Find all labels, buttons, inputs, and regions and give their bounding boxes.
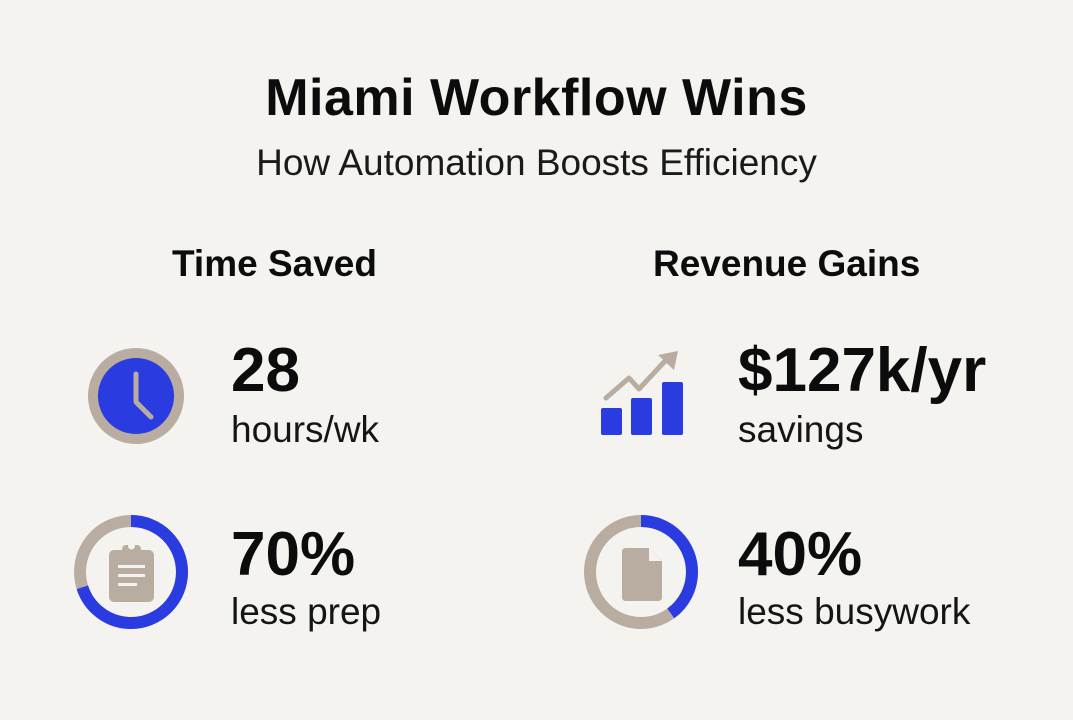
- clipboard-icon: [109, 542, 154, 602]
- document-progress-ring: [584, 515, 698, 629]
- metric-value-prep: 70%: [231, 520, 356, 589]
- metric-value-hours: 28: [231, 336, 300, 405]
- metric-label-hours: hours/wk: [231, 409, 380, 450]
- growth-chart-icon: [601, 351, 683, 435]
- clock-icon: [88, 348, 184, 444]
- column-heading-time-saved: Time Saved: [172, 243, 377, 284]
- metric-label-busywork: less busywork: [738, 591, 971, 632]
- metric-label-savings: savings: [738, 409, 864, 450]
- document-icon: [622, 548, 662, 601]
- clipboard-progress-ring: [74, 515, 188, 629]
- page-title: Miami Workflow Wins: [265, 69, 808, 127]
- page-subtitle: How Automation Boosts Efficiency: [256, 142, 817, 183]
- metric-value-savings: $127k/yr: [738, 336, 987, 405]
- column-heading-revenue-gains: Revenue Gains: [653, 243, 921, 284]
- metric-value-busywork: 40%: [738, 520, 863, 589]
- metric-label-prep: less prep: [231, 591, 382, 632]
